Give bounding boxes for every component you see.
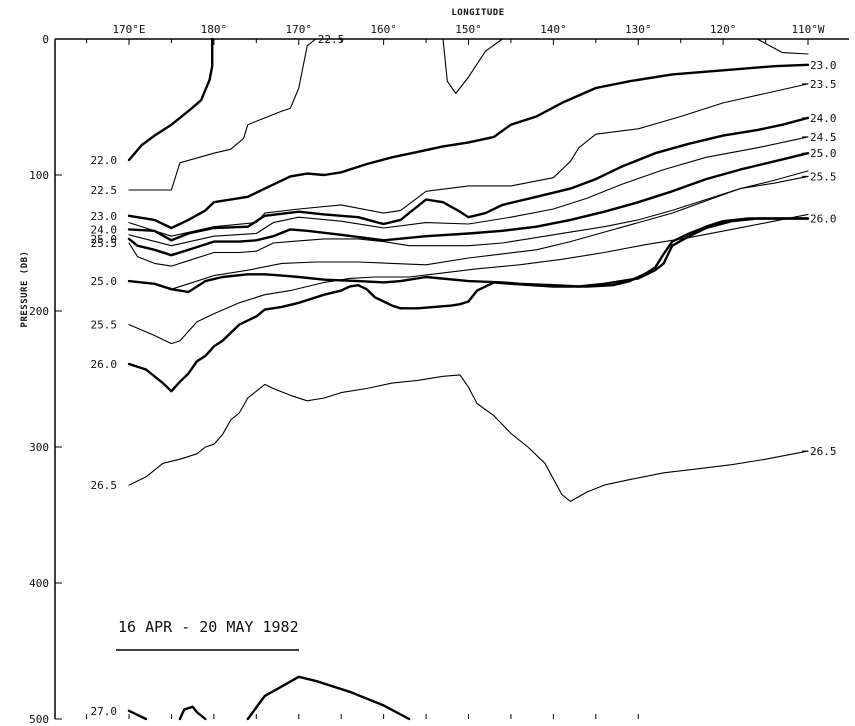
contour-label-left: 23.0 (91, 210, 118, 223)
contour-line-10 (128, 170, 809, 290)
contour-label-left: 25.5 (91, 319, 118, 332)
date-range-label: 16 APR - 20 MAY 1982 (118, 618, 299, 636)
contour-line-13 (127, 217, 810, 393)
x-tick-label-3: 160° (370, 23, 397, 36)
contour-label-right: 26.0 (810, 213, 837, 226)
contour-line-12 (128, 213, 809, 345)
contour-line-5 (128, 83, 809, 237)
contour-line-7 (128, 136, 809, 247)
contour-label-right: 24.5 (810, 131, 837, 144)
contour-label-right: 26.5 (810, 445, 837, 458)
y-tick-label-1: 100 (29, 169, 49, 182)
contour-line-11 (127, 217, 810, 294)
contour-label-left: 25.0 (91, 233, 118, 246)
contour-line-8 (127, 152, 810, 257)
contour-label-left: 22.5 (91, 184, 118, 197)
x-axis-title: LONGITUDE (451, 8, 504, 18)
contour-line-6 (127, 116, 810, 242)
x-tick-label-0: 170°E (112, 23, 145, 36)
contour-label-right: 24.0 (810, 112, 837, 125)
y-tick-label-3: 300 (29, 441, 49, 454)
contour-line-2 (442, 38, 503, 94)
y-tick-label-4: 400 (29, 577, 49, 590)
contour-line-3 (756, 38, 809, 55)
x-tick-label-2: 170° (286, 23, 313, 36)
y-tick-label-0: 0 (42, 33, 49, 46)
contour-label-left: 27.0 (91, 705, 118, 718)
x-tick-label-4: 150° (455, 23, 482, 36)
x-tick-label-7: 120° (710, 23, 737, 36)
contour-label-right: 25.5 (810, 170, 837, 183)
x-tick-label-6: 130° (625, 23, 652, 36)
y-tick-label-2: 200 (29, 305, 49, 318)
y-axis-title: PRESSURE (DB) (20, 251, 30, 328)
contour-line-4 (127, 63, 810, 230)
contour-labels: 22.0 22.5 22.5 23.0 23.0 23.5 24.0 24.0 24.5 25.0… (91, 33, 837, 718)
contour-label-left: 24.0 (91, 223, 118, 236)
contour-line-1 (128, 38, 317, 191)
contour-label-right: 22.5 (318, 33, 345, 46)
y-tick-label-5: 500 (29, 713, 49, 726)
contour-line-16 (178, 705, 207, 721)
contour-line-14 (128, 374, 809, 502)
contour-label-right: 23.0 (810, 59, 837, 72)
contour-label-left: 22.0 (91, 154, 118, 167)
contour-label-left: 26.5 (91, 479, 118, 492)
contour-label-left: 25.0 (91, 275, 118, 288)
contour-line-17 (246, 675, 411, 721)
contour-label-right: 23.5 (810, 78, 837, 91)
contour-line-15 (127, 709, 148, 721)
contour-label-right: 25.0 (810, 147, 837, 160)
x-tick-label-5: 140° (540, 23, 567, 36)
contour-label-left: 25.5 (91, 237, 118, 250)
contour-line-9 (128, 175, 809, 267)
x-tick-label-8: 110°W (791, 23, 824, 36)
contour-label-left: 26.0 (91, 358, 118, 371)
ticks: 170°E 180° 170° 160° 150° 140° 130° 120° 110°W 0 1… (29, 23, 825, 726)
x-tick-label-1: 180° (201, 23, 228, 36)
contour-lines (127, 37, 810, 721)
axes (54, 38, 849, 719)
contour-line-0 (127, 37, 214, 162)
